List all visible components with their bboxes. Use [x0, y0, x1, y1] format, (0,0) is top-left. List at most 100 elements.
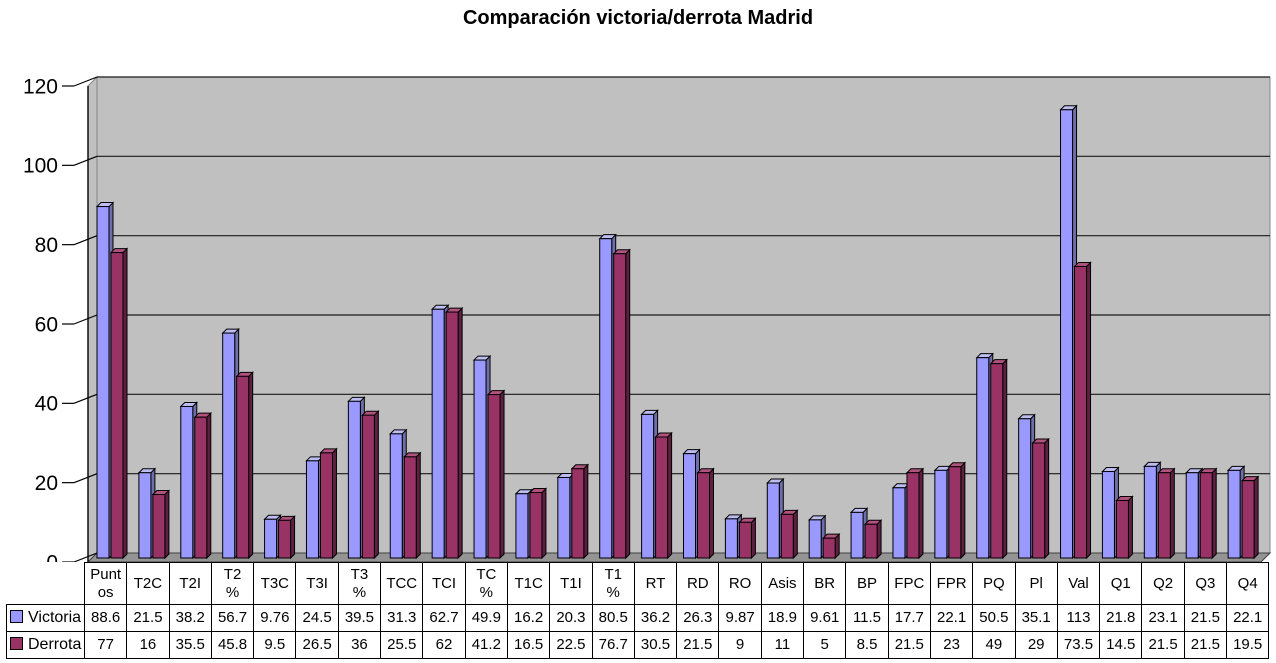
- bar-derrota-tci: [444, 306, 464, 560]
- value-derrota-t2pct: 45.8: [210, 631, 255, 659]
- y-axis-tick-connector: [73, 235, 98, 246]
- value-victoria-q4: 22.1: [1226, 604, 1270, 632]
- value-derrota-ro: 9: [718, 631, 762, 659]
- y-axis-tick-connector: [73, 473, 98, 484]
- bar-derrota-t1i: [570, 463, 590, 560]
- table-corner-blank: [7, 563, 85, 605]
- value-derrota-tcpct: 41.2: [464, 631, 508, 659]
- value-victoria-puntos: 88.6: [83, 604, 128, 632]
- category-header-q3: Q3: [1183, 562, 1228, 605]
- y-axis-label: 0: [46, 551, 58, 562]
- category-header-q2: Q2: [1141, 562, 1185, 605]
- category-header-t1pct: T1 %: [591, 562, 635, 605]
- value-derrota-puntos: 77: [83, 631, 128, 659]
- value-derrota-t3i: 26.5: [295, 631, 339, 659]
- bar-derrota-q1: [1115, 495, 1134, 560]
- bar-derrota-q4: [1240, 475, 1260, 560]
- bar-derrota-t1c: [528, 487, 548, 560]
- legend-cell-victoria: Victoria: [6, 604, 85, 632]
- value-victoria-t2c: 21.5: [126, 604, 170, 632]
- plot-floor: [87, 552, 1272, 562]
- category-header-tci: TCI: [422, 562, 466, 605]
- value-derrota-t1c: 16.5: [506, 631, 551, 659]
- category-header-q4: Q4: [1226, 562, 1270, 605]
- value-derrota-rt: 30.5: [633, 631, 678, 659]
- value-victoria-rd: 26.3: [676, 604, 720, 632]
- value-victoria-fpc: 17.7: [887, 604, 931, 632]
- bar-derrota-tcpct: [486, 389, 506, 560]
- bar-derrota-rd: [696, 467, 715, 560]
- value-victoria-q1: 21.8: [1099, 604, 1143, 632]
- value-derrota-t1pct: 76.7: [591, 631, 635, 659]
- chart-title: Comparación victoria/derrota Madrid: [462, 7, 814, 29]
- category-header-t1i: T1I: [549, 562, 593, 605]
- value-derrota-tci: 62: [422, 631, 466, 659]
- value-victoria-val: 113: [1056, 604, 1101, 632]
- y-axis-tick-connector: [73, 155, 98, 166]
- bar-victoria-q1: [1101, 466, 1120, 560]
- bar-derrota-ro: [738, 517, 757, 560]
- value-derrota-q3: 21.5: [1183, 631, 1228, 659]
- value-victoria-q3: 21.5: [1183, 604, 1228, 632]
- category-header-tcpct: TC %: [464, 562, 508, 605]
- value-derrota-val: 73.5: [1056, 631, 1101, 659]
- category-header-asis: Asis: [760, 562, 805, 605]
- bar-derrota-pl: [1031, 437, 1050, 560]
- value-victoria-q2: 23.1: [1141, 604, 1185, 632]
- y-axis-tick-connector: [73, 314, 98, 325]
- bar-derrota-asis: [780, 509, 799, 560]
- legend-label-victoria: Victoria: [28, 608, 82, 626]
- value-derrota-q2: 21.5: [1141, 631, 1185, 659]
- category-header-t3c: T3C: [253, 562, 297, 605]
- value-victoria-tci: 62.7: [422, 604, 466, 632]
- value-victoria-t3i: 24.5: [295, 604, 339, 632]
- bar-derrota-bp: [863, 519, 883, 560]
- value-derrota-t1i: 22.5: [549, 631, 593, 659]
- category-header-rd: RD: [676, 562, 720, 605]
- category-header-br: BR: [803, 562, 847, 605]
- bar-derrota-puntos: [109, 247, 129, 560]
- bar-derrota-tcc: [403, 451, 422, 560]
- value-derrota-t3pct: 36: [337, 631, 382, 659]
- category-header-puntos: Punt os: [83, 562, 128, 605]
- category-header-t2i: T2I: [168, 562, 212, 605]
- value-victoria-bp: 11.5: [845, 604, 889, 632]
- category-header-t1c: T1C: [506, 562, 551, 605]
- category-header-t3i: T3I: [295, 562, 339, 605]
- bar-derrota-q3: [1199, 467, 1218, 560]
- y-axis-label: 20: [35, 472, 58, 495]
- bar-derrota-t2c: [151, 489, 171, 560]
- value-victoria-pl: 35.1: [1014, 604, 1058, 632]
- value-victoria-t1i: 20.3: [549, 604, 593, 632]
- bar-derrota-br: [821, 532, 841, 560]
- bar-chart-plot-area: 0 20 40 60 80 100 120: [23, 75, 1272, 562]
- value-derrota-q1: 14.5: [1099, 631, 1143, 659]
- y-axis-label: 60: [35, 313, 58, 336]
- value-derrota-br: 5: [803, 631, 847, 659]
- value-victoria-t1c: 16.2: [506, 604, 551, 632]
- value-victoria-asis: 18.9: [760, 604, 805, 632]
- legend-cell-derrota: Derrota: [6, 631, 85, 659]
- category-header-pl: Pl: [1014, 562, 1058, 605]
- value-victoria-br: 9.61: [803, 604, 847, 632]
- legend-label-derrota: Derrota: [28, 635, 82, 653]
- bar-derrota-t2i: [193, 411, 212, 560]
- value-victoria-t3c: 9.76: [253, 604, 297, 632]
- bar-derrota-q2: [1157, 467, 1176, 560]
- category-header-fpc: FPC: [887, 562, 931, 605]
- category-header-ro: RO: [718, 562, 762, 605]
- category-header-fpr: FPR: [929, 562, 974, 605]
- value-derrota-bp: 8.5: [845, 631, 889, 659]
- value-derrota-t2i: 35.5: [168, 631, 212, 659]
- value-derrota-pl: 29: [1014, 631, 1058, 659]
- value-victoria-ro: 9.87: [718, 604, 762, 632]
- y-axis-label: 120: [23, 75, 58, 98]
- bar-derrota-t3c: [277, 515, 296, 560]
- category-header-t3pct: T3 %: [337, 562, 382, 605]
- value-victoria-tcpct: 49.9: [464, 604, 508, 632]
- bar-derrota-pq: [989, 358, 1008, 560]
- value-victoria-t3pct: 39.5: [337, 604, 382, 632]
- category-header-t2pct: T2 %: [210, 562, 255, 605]
- category-header-bp: BP: [845, 562, 889, 605]
